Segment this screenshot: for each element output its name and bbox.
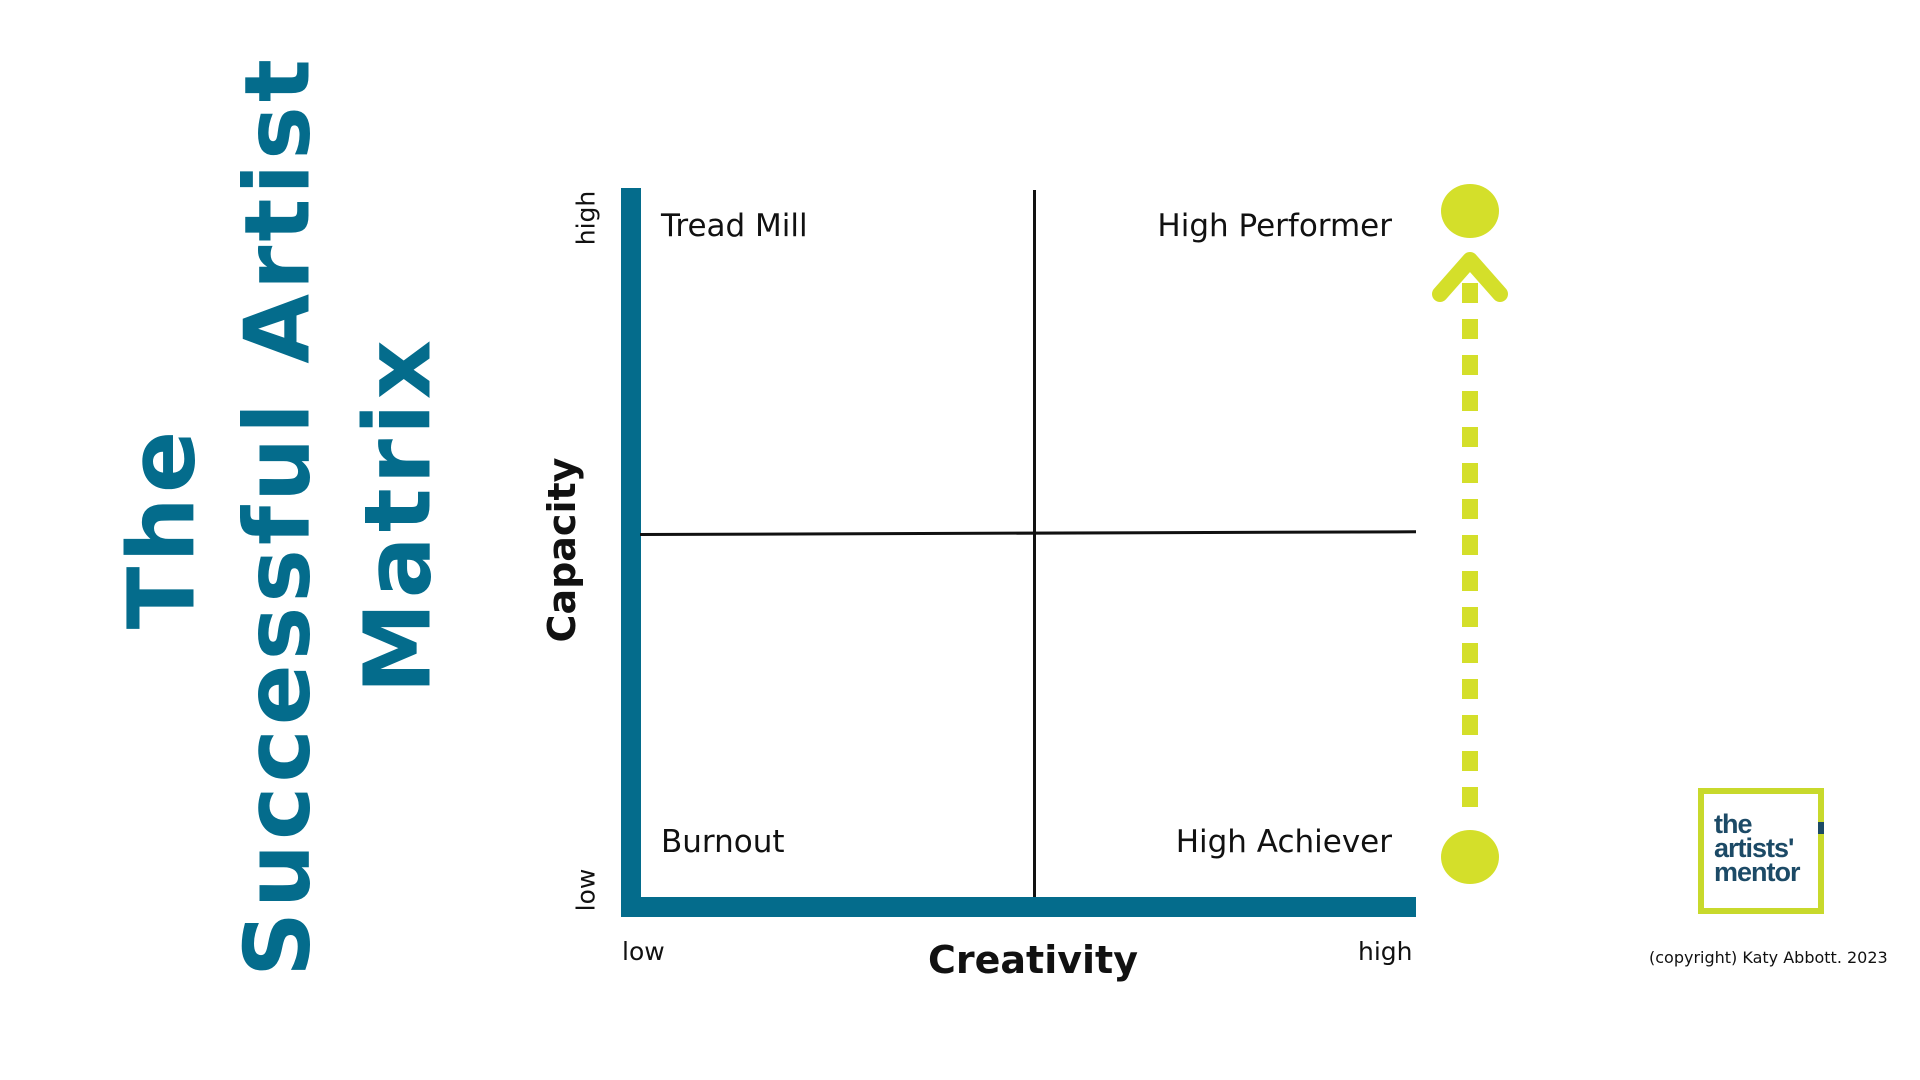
- title-line-successful-artist: Successful Artist: [225, 55, 331, 977]
- logo-line-artists: artists': [1714, 833, 1794, 863]
- arrow-head: [1432, 252, 1508, 302]
- logo-line-the: the: [1714, 809, 1752, 839]
- logo-corner-mark: [1818, 822, 1824, 834]
- y-axis-low-label: low: [571, 868, 601, 912]
- x-axis: [621, 897, 1416, 917]
- y-axis: [621, 188, 641, 917]
- quadrant-label-burnout: Burnout: [661, 824, 785, 860]
- vertical-divider: [1033, 190, 1036, 897]
- arrow-top-dot: [1441, 184, 1499, 238]
- x-axis-high-label: high: [1358, 937, 1413, 966]
- quadrant-label-high-achiever: High Achiever: [1175, 824, 1392, 860]
- horizontal-divider: [639, 530, 1417, 536]
- upward-arrow-icon: [1432, 184, 1508, 884]
- x-axis-title: Creativity: [928, 938, 1138, 982]
- logo-line-mentor: mentor: [1714, 857, 1801, 887]
- y-axis-high-label: high: [571, 190, 601, 246]
- x-axis-low-label: low: [622, 937, 665, 966]
- title-line-matrix: Matrix: [344, 336, 452, 694]
- y-axis-title: Capacity: [540, 457, 584, 643]
- copyright-notice: (copyright) Katy Abbott. 2023: [1649, 948, 1888, 967]
- arrow-bottom-dot: [1441, 830, 1499, 884]
- the-artists-mentor-logo: the artists' mentor: [1698, 788, 1824, 914]
- title-line-the: The: [108, 426, 216, 630]
- logo-text: the artists' mentor: [1714, 809, 1801, 887]
- quadrant-label-tread-mill: Tread Mill: [661, 208, 808, 244]
- quadrant-label-high-performer: High Performer: [1157, 208, 1392, 244]
